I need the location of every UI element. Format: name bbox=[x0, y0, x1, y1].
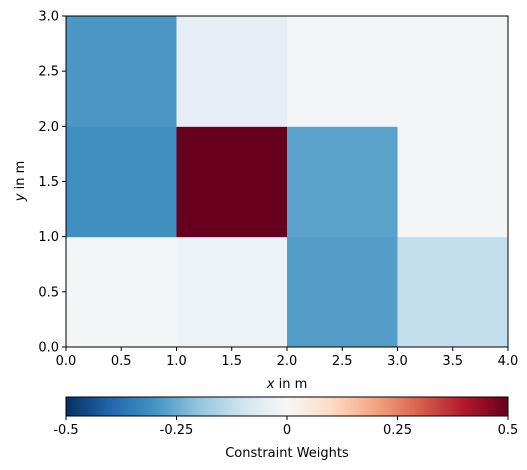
colorbar-tick-label: -0.5 bbox=[53, 423, 78, 438]
heatmap-cells bbox=[66, 16, 509, 348]
y-tick-label: 0.0 bbox=[38, 341, 59, 356]
heatmap-cell bbox=[397, 236, 509, 348]
heatmap-cell bbox=[176, 16, 288, 127]
x-axis-label-unit: in m bbox=[274, 377, 307, 392]
colorbar-label: Constraint Weights bbox=[225, 446, 349, 461]
x-axis-label-var: x bbox=[266, 377, 275, 392]
x-axis-label: x in m bbox=[266, 377, 307, 392]
x-tick-label: 1.0 bbox=[166, 354, 187, 369]
heatmap-cell bbox=[66, 126, 177, 238]
heatmap-cell bbox=[397, 16, 509, 127]
heatmap-cell bbox=[176, 236, 288, 348]
x-tick-label: 2.0 bbox=[277, 354, 298, 369]
heatmap-cell bbox=[287, 236, 398, 348]
y-tick-label: 0.5 bbox=[38, 285, 59, 300]
colorbar-tick-label: 0.5 bbox=[498, 423, 519, 438]
x-tick-label: 0.0 bbox=[56, 354, 77, 369]
y-tick-label: 2.0 bbox=[38, 120, 59, 135]
x-tick-label: 3.5 bbox=[442, 354, 463, 369]
x-tick-label: 2.5 bbox=[332, 354, 353, 369]
y-axis-ticks: 0.0 0.5 1.0 1.5 2.0 2.5 3.0 bbox=[38, 10, 66, 356]
heatmap-cell bbox=[66, 236, 177, 348]
x-tick-label: 0.5 bbox=[111, 354, 132, 369]
y-axis-label-var: y bbox=[13, 193, 28, 202]
heatmap-cell bbox=[287, 126, 398, 238]
y-tick-label: 3.0 bbox=[38, 10, 59, 25]
y-axis-label: y in m bbox=[13, 161, 28, 202]
x-tick-label: 1.5 bbox=[221, 354, 242, 369]
x-axis-ticks: 0.0 0.5 1.0 1.5 2.0 2.5 3.0 3.5 4.0 bbox=[56, 347, 519, 369]
y-tick-label: 1.5 bbox=[38, 175, 59, 190]
colorbar-tick-label: -0.25 bbox=[160, 423, 194, 438]
x-tick-label: 4.0 bbox=[498, 354, 519, 369]
heatmap-cell bbox=[176, 126, 288, 238]
colorbar-tick-label: 0 bbox=[283, 423, 291, 438]
colorbar-tick-label: 0.25 bbox=[383, 423, 412, 438]
heatmap-cell bbox=[397, 126, 509, 238]
y-tick-label: 1.0 bbox=[38, 230, 59, 245]
x-tick-label: 3.0 bbox=[387, 354, 408, 369]
heatmap-cell bbox=[287, 16, 398, 127]
heatmap-cell bbox=[66, 16, 177, 127]
colorbar-ticks: -0.5 -0.25 0 0.25 0.5 bbox=[53, 416, 518, 438]
y-tick-label: 2.5 bbox=[38, 65, 59, 80]
y-axis-label-unit: in m bbox=[13, 161, 28, 194]
colorbar bbox=[65, 396, 509, 417]
